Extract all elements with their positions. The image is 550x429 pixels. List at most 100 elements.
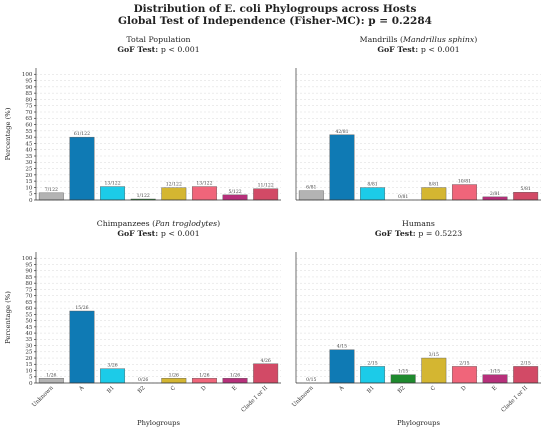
panel-title-text: Chimpanzees ( [97,219,155,228]
bar-a [329,134,355,201]
data-label: 4/15 [337,344,347,350]
gof-test-line: GoF Test: p < 0.001 [117,229,199,238]
data-label: 4/26 [261,358,271,364]
bar-clade-i-or-ii [513,366,539,384]
x-tick-label: D [460,385,468,393]
panel-title: Humans [402,219,435,228]
data-label: 1/122 [137,193,150,199]
y-tick-label: 20 [25,173,33,179]
y-tick-label: 20 [25,356,33,362]
x-tick-label: B2 [397,385,407,395]
data-label: 1/26 [199,372,209,378]
panel-2: Mandrills (Mandrillus sphinx)GoF Test: p… [295,35,541,201]
y-tick-label: 45 [25,141,33,147]
y-tick-label: 0 [29,198,33,204]
figure-title-line2: Global Test of Independence (Fisher-MC):… [118,15,432,27]
panel-title: Mandrills (Mandrillus sphinx) [360,35,478,44]
x-tick-label: D [200,385,208,393]
y-tick-label: 60 [25,122,33,128]
data-label: 1/26 [230,372,240,378]
y-tick-label: 50 [25,135,33,141]
y-tick-label: 75 [25,287,33,293]
bar-unknown [38,192,64,201]
data-label: 1/26 [169,372,179,378]
y-tick-label: 80 [25,97,33,103]
panel-title-species: Pan troglodytes [154,219,217,228]
data-label: 5/81 [521,186,531,192]
data-label: 3/26 [107,363,117,369]
bar-c [421,187,447,201]
x-axis-label: Phylogroups [397,419,440,427]
x-tick-label: B1 [366,385,376,395]
bar-c [161,187,187,201]
data-label: 11/122 [258,183,274,189]
bar-e [222,194,248,201]
gof-test-line: GoF Test: p < 0.001 [117,45,199,54]
y-tick-label: 85 [25,275,33,281]
data-label: 13/122 [196,181,212,187]
y-tick-label: 0 [29,381,33,387]
bar-a [69,136,95,201]
panel-title-suffix: ) [474,35,477,44]
gof-test-label: GoF Test: [117,45,161,54]
gof-test-value: p < 0.001 [161,45,200,54]
data-label: 0/81 [398,194,408,200]
panel-title-species: Mandrillus sphinx [402,35,475,44]
bar-d [451,184,477,201]
bar-b1 [360,366,386,384]
x-tick-label: C [170,385,177,392]
bar-b2 [390,374,416,384]
x-tick-label: B2 [137,385,147,395]
data-label: 8/81 [429,182,439,188]
y-tick-label: 5 [29,192,33,198]
data-label: 0/15 [306,377,316,383]
y-tick-label: 100 [22,72,33,78]
bar-clade-i-or-ii [513,192,539,201]
y-tick-label: 60 [25,306,33,312]
y-tick-label: 30 [25,343,33,349]
y-tick-label: 40 [25,148,33,154]
bar-a [69,310,95,384]
x-tick-label: Clade I or II [241,385,270,414]
data-label: 13/122 [104,181,120,187]
x-tick-label: C [430,385,437,392]
y-tick-label: 10 [25,368,33,374]
y-tick-label: 50 [25,319,33,325]
gof-test-label: GoF Test: [377,45,421,54]
data-label: 2/15 [521,360,531,366]
data-label: 1/15 [490,369,500,375]
bar-b1 [100,186,126,201]
data-label: 10/81 [458,179,471,185]
x-tick-label: E [231,385,238,392]
y-tick-label: 65 [25,300,33,306]
bar-c [421,357,447,384]
data-label: 2/15 [459,360,469,366]
data-label: 2/81 [490,191,500,197]
bar-e [482,196,508,201]
panel-title-text: Total Population [126,35,190,44]
x-tick-label: A [78,384,86,392]
panel-title-text: Mandrills ( [360,35,403,44]
x-axis-label: Phylogroups [137,419,180,427]
y-tick-label: 25 [25,350,33,356]
panel-title: Chimpanzees (Pan troglodytes) [97,219,220,228]
y-tick-label: 70 [25,294,33,300]
y-tick-label: 75 [25,104,33,110]
data-label: 1/15 [398,369,408,375]
y-axis-label: Percentage (%) [4,107,12,160]
bar-e [482,374,508,384]
data-label: 7/122 [45,187,58,193]
y-tick-label: 70 [25,110,33,116]
gof-test-line: GoF Test: p = 0.5223 [375,229,462,238]
data-label: 8/81 [367,182,377,188]
panel-title-text: Humans [402,219,435,228]
gof-test-line: GoF Test: p < 0.001 [377,45,459,54]
gof-test-value: p < 0.001 [421,45,460,54]
bar-d [451,366,477,384]
x-tick-label: Unknown [291,385,315,409]
bar-c [161,378,187,384]
y-tick-label: 45 [25,325,33,331]
figure-title-line1: Distribution of E. coli Phylogroups acro… [134,3,417,15]
bar-clade-i-or-ii [253,363,279,384]
panel-3: Chimpanzees (Pan troglodytes)GoF Test: p… [4,219,281,427]
